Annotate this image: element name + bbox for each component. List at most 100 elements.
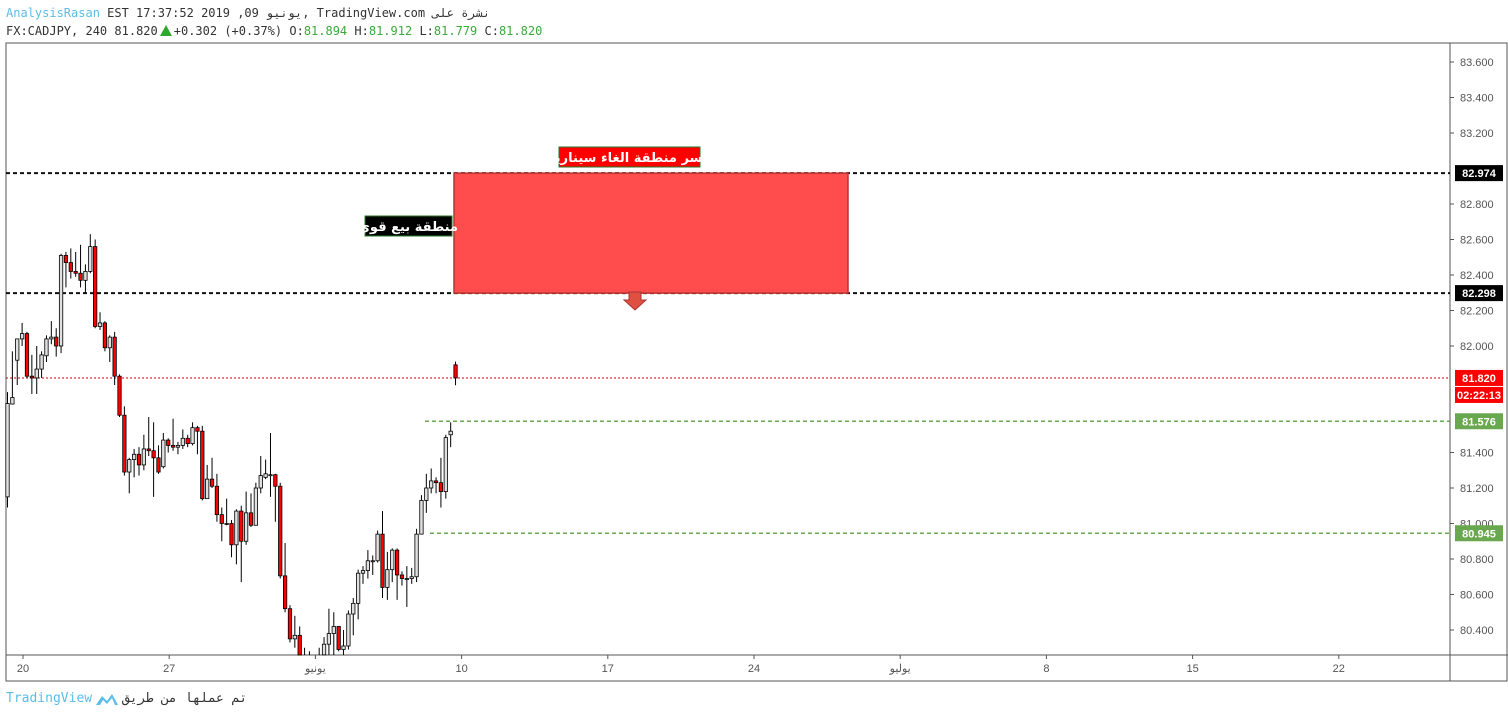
- candle[interactable]: [433, 477, 439, 494]
- candle[interactable]: [346, 610, 351, 650]
- candle[interactable]: [146, 417, 151, 457]
- candle[interactable]: [214, 473, 220, 522]
- candle[interactable]: [234, 509, 239, 565]
- candle-body: [141, 448, 146, 466]
- candle[interactable]: [375, 530, 380, 563]
- candle[interactable]: [360, 566, 366, 584]
- candle[interactable]: [49, 321, 54, 345]
- candle[interactable]: [219, 507, 224, 542]
- candle[interactable]: [253, 482, 258, 526]
- candle[interactable]: [209, 457, 215, 488]
- candle[interactable]: [287, 605, 293, 643]
- candle[interactable]: [34, 346, 39, 394]
- candle[interactable]: [399, 571, 405, 586]
- candle[interactable]: [326, 608, 332, 655]
- candle[interactable]: [54, 328, 59, 357]
- candle[interactable]: [443, 434, 448, 499]
- candle[interactable]: [244, 491, 249, 545]
- candle[interactable]: [156, 445, 161, 474]
- candle[interactable]: [185, 434, 190, 448]
- candle[interactable]: [370, 555, 375, 575]
- candle[interactable]: [170, 418, 176, 451]
- candle[interactable]: [127, 457, 132, 494]
- candle[interactable]: [385, 551, 390, 600]
- candle[interactable]: [97, 312, 103, 331]
- candle[interactable]: [424, 473, 429, 513]
- candle[interactable]: [102, 321, 107, 352]
- candle[interactable]: [44, 335, 49, 362]
- candle[interactable]: [321, 637, 327, 656]
- candle[interactable]: [20, 322, 25, 346]
- candle[interactable]: [195, 425, 200, 455]
- candle[interactable]: [297, 626, 302, 656]
- down-arrow-icon[interactable]: [622, 291, 648, 311]
- candle[interactable]: [78, 244, 83, 288]
- candle[interactable]: [409, 567, 414, 584]
- candle[interactable]: [151, 422, 156, 497]
- candle[interactable]: [404, 566, 409, 607]
- invalidation-label-box[interactable]: [558, 146, 701, 168]
- candle[interactable]: [175, 441, 181, 455]
- candle[interactable]: [292, 615, 297, 648]
- candle[interactable]: [248, 493, 254, 528]
- author-link[interactable]: AnalysisRasan: [6, 6, 100, 20]
- tradingview-brand[interactable]: TradingView: [6, 691, 93, 706]
- candle[interactable]: [380, 511, 385, 599]
- candle[interactable]: [29, 354, 34, 394]
- candle[interactable]: [136, 447, 142, 476]
- candle[interactable]: [5, 392, 10, 508]
- candle[interactable]: [224, 498, 229, 526]
- candle[interactable]: [419, 495, 424, 535]
- candle[interactable]: [68, 248, 73, 279]
- candle[interactable]: [351, 598, 356, 636]
- candle[interactable]: [356, 569, 361, 620]
- candle[interactable]: [200, 425, 205, 501]
- candle[interactable]: [10, 351, 15, 405]
- candle[interactable]: [341, 630, 346, 655]
- candle[interactable]: [190, 422, 195, 446]
- candle[interactable]: [268, 432, 273, 497]
- candle[interactable]: [112, 331, 117, 386]
- candle-body: [54, 336, 59, 347]
- candle[interactable]: [122, 406, 127, 476]
- candle[interactable]: [448, 422, 453, 448]
- candle[interactable]: [73, 251, 78, 277]
- candle[interactable]: [166, 438, 171, 453]
- candle[interactable]: [263, 459, 268, 480]
- candle[interactable]: [414, 528, 419, 583]
- candle[interactable]: [365, 550, 370, 579]
- candle[interactable]: [93, 239, 98, 329]
- sell-zone-rectangle[interactable]: [453, 172, 849, 294]
- candle[interactable]: [83, 264, 88, 293]
- candle[interactable]: [58, 253, 64, 354]
- candle[interactable]: [438, 457, 444, 508]
- candle[interactable]: [394, 548, 400, 600]
- candle[interactable]: [429, 468, 434, 494]
- candle[interactable]: [132, 448, 137, 478]
- candle[interactable]: [239, 505, 244, 583]
- candle[interactable]: [336, 626, 341, 652]
- candle[interactable]: [453, 361, 458, 386]
- candle[interactable]: [205, 464, 210, 500]
- candle[interactable]: [331, 612, 336, 655]
- candle[interactable]: [161, 432, 166, 469]
- candle[interactable]: [180, 429, 185, 449]
- sell-zone-label-box[interactable]: [364, 215, 453, 237]
- candle[interactable]: [117, 374, 122, 417]
- candle[interactable]: [39, 351, 44, 378]
- candle[interactable]: [229, 519, 234, 558]
- candle[interactable]: [282, 543, 288, 613]
- candle[interactable]: [15, 338, 20, 386]
- candle-body: [39, 354, 44, 370]
- candle[interactable]: [107, 335, 112, 362]
- candle[interactable]: [390, 548, 395, 583]
- candle[interactable]: [273, 473, 278, 522]
- candle[interactable]: [258, 456, 263, 494]
- candle-body: [380, 533, 385, 588]
- candle[interactable]: [63, 251, 69, 288]
- candle[interactable]: [141, 434, 146, 471]
- candle[interactable]: [24, 331, 30, 378]
- candle[interactable]: [278, 482, 283, 579]
- candle[interactable]: [88, 234, 93, 274]
